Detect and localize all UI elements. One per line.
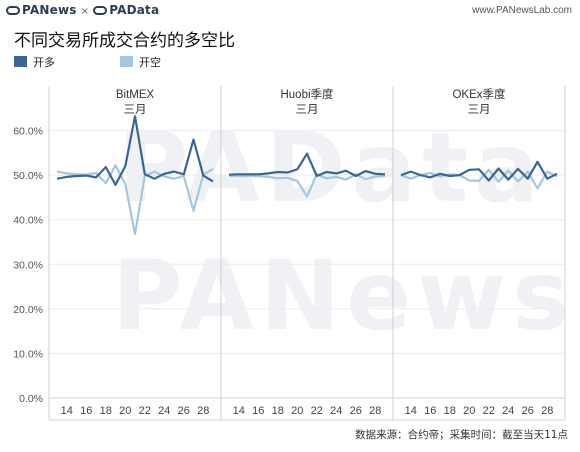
series-line-long (56, 115, 214, 186)
x-tick-label: 28 (541, 405, 553, 417)
legend-short-swatch (120, 56, 133, 67)
legend-short-label: 开空 (139, 56, 161, 69)
x-tick-label: 18 (444, 405, 456, 417)
brand-separator: × (80, 6, 90, 17)
x-tick-label: 20 (291, 405, 303, 417)
x-tick-label: 18 (100, 405, 112, 417)
y-tick-label: 40.0% (13, 215, 43, 227)
series-line-short (228, 173, 386, 198)
panel-subtitle: 三月 (296, 102, 319, 116)
x-tick-label: 14 (233, 405, 245, 417)
y-tick-label: 50.0% (13, 170, 43, 182)
panel-title: BitMEX (116, 89, 155, 101)
brand-left: PANews (22, 3, 77, 17)
x-tick-label: 24 (330, 405, 342, 417)
legend-long: 开多 (14, 54, 55, 69)
x-tick-label: 28 (369, 405, 381, 417)
brand-right: PAData (109, 3, 160, 17)
x-tick-label: 26 (350, 405, 362, 417)
series-line-long (228, 152, 386, 178)
panel-title: Huobi季度 (280, 87, 334, 101)
x-tick-label: 14 (61, 405, 73, 417)
y-tick-label: 20.0% (13, 304, 43, 316)
x-tick-label: 22 (139, 405, 151, 417)
x-tick-label: 26 (178, 405, 190, 417)
panel-subtitle: 三月 (124, 102, 147, 116)
y-tick-label: 0.0% (19, 393, 43, 405)
top-bar: PANews × PAData www.PANewsLab.com (0, 0, 580, 22)
x-tick-label: 28 (197, 405, 209, 417)
x-tick-label: 20 (119, 405, 131, 417)
x-tick-label: 14 (405, 405, 417, 417)
panel-title: OKEx季度 (452, 87, 506, 101)
series-line-long (400, 160, 558, 182)
x-tick-label: 22 (483, 405, 495, 417)
x-tick-label: 16 (252, 405, 264, 417)
x-tick-label: 20 (463, 405, 475, 417)
panel-subtitle: 三月 (468, 102, 491, 116)
y-tick-label: 10.0% (13, 348, 43, 360)
panews-logo-icon (6, 6, 20, 15)
x-tick-label: 24 (502, 405, 514, 417)
series-line-short (56, 164, 214, 236)
series-line-short (400, 168, 558, 190)
brand-logos: PANews × PAData (6, 3, 159, 17)
chart-title: 不同交易所成交合约的多空比 (14, 31, 235, 51)
legend-long-label: 开多 (33, 56, 55, 69)
y-tick-label: 30.0% (13, 259, 43, 271)
padata-logo-icon (93, 6, 108, 15)
x-tick-label: 24 (158, 405, 170, 417)
y-tick-label: 60.0% (13, 126, 43, 138)
x-tick-label: 22 (311, 405, 323, 417)
x-tick-label: 16 (80, 405, 92, 417)
legend-short: 开空 (120, 54, 161, 69)
footer-source: 数据来源：合约帝；采集时间：截至当天11点 (355, 429, 568, 441)
site-url: www.PANewsLab.com (472, 5, 572, 16)
x-tick-label: 16 (424, 405, 436, 417)
legend-long-swatch (14, 56, 27, 67)
x-tick-label: 26 (522, 405, 534, 417)
x-tick-label: 18 (272, 405, 284, 417)
watermark-panews: PANews (112, 240, 576, 352)
